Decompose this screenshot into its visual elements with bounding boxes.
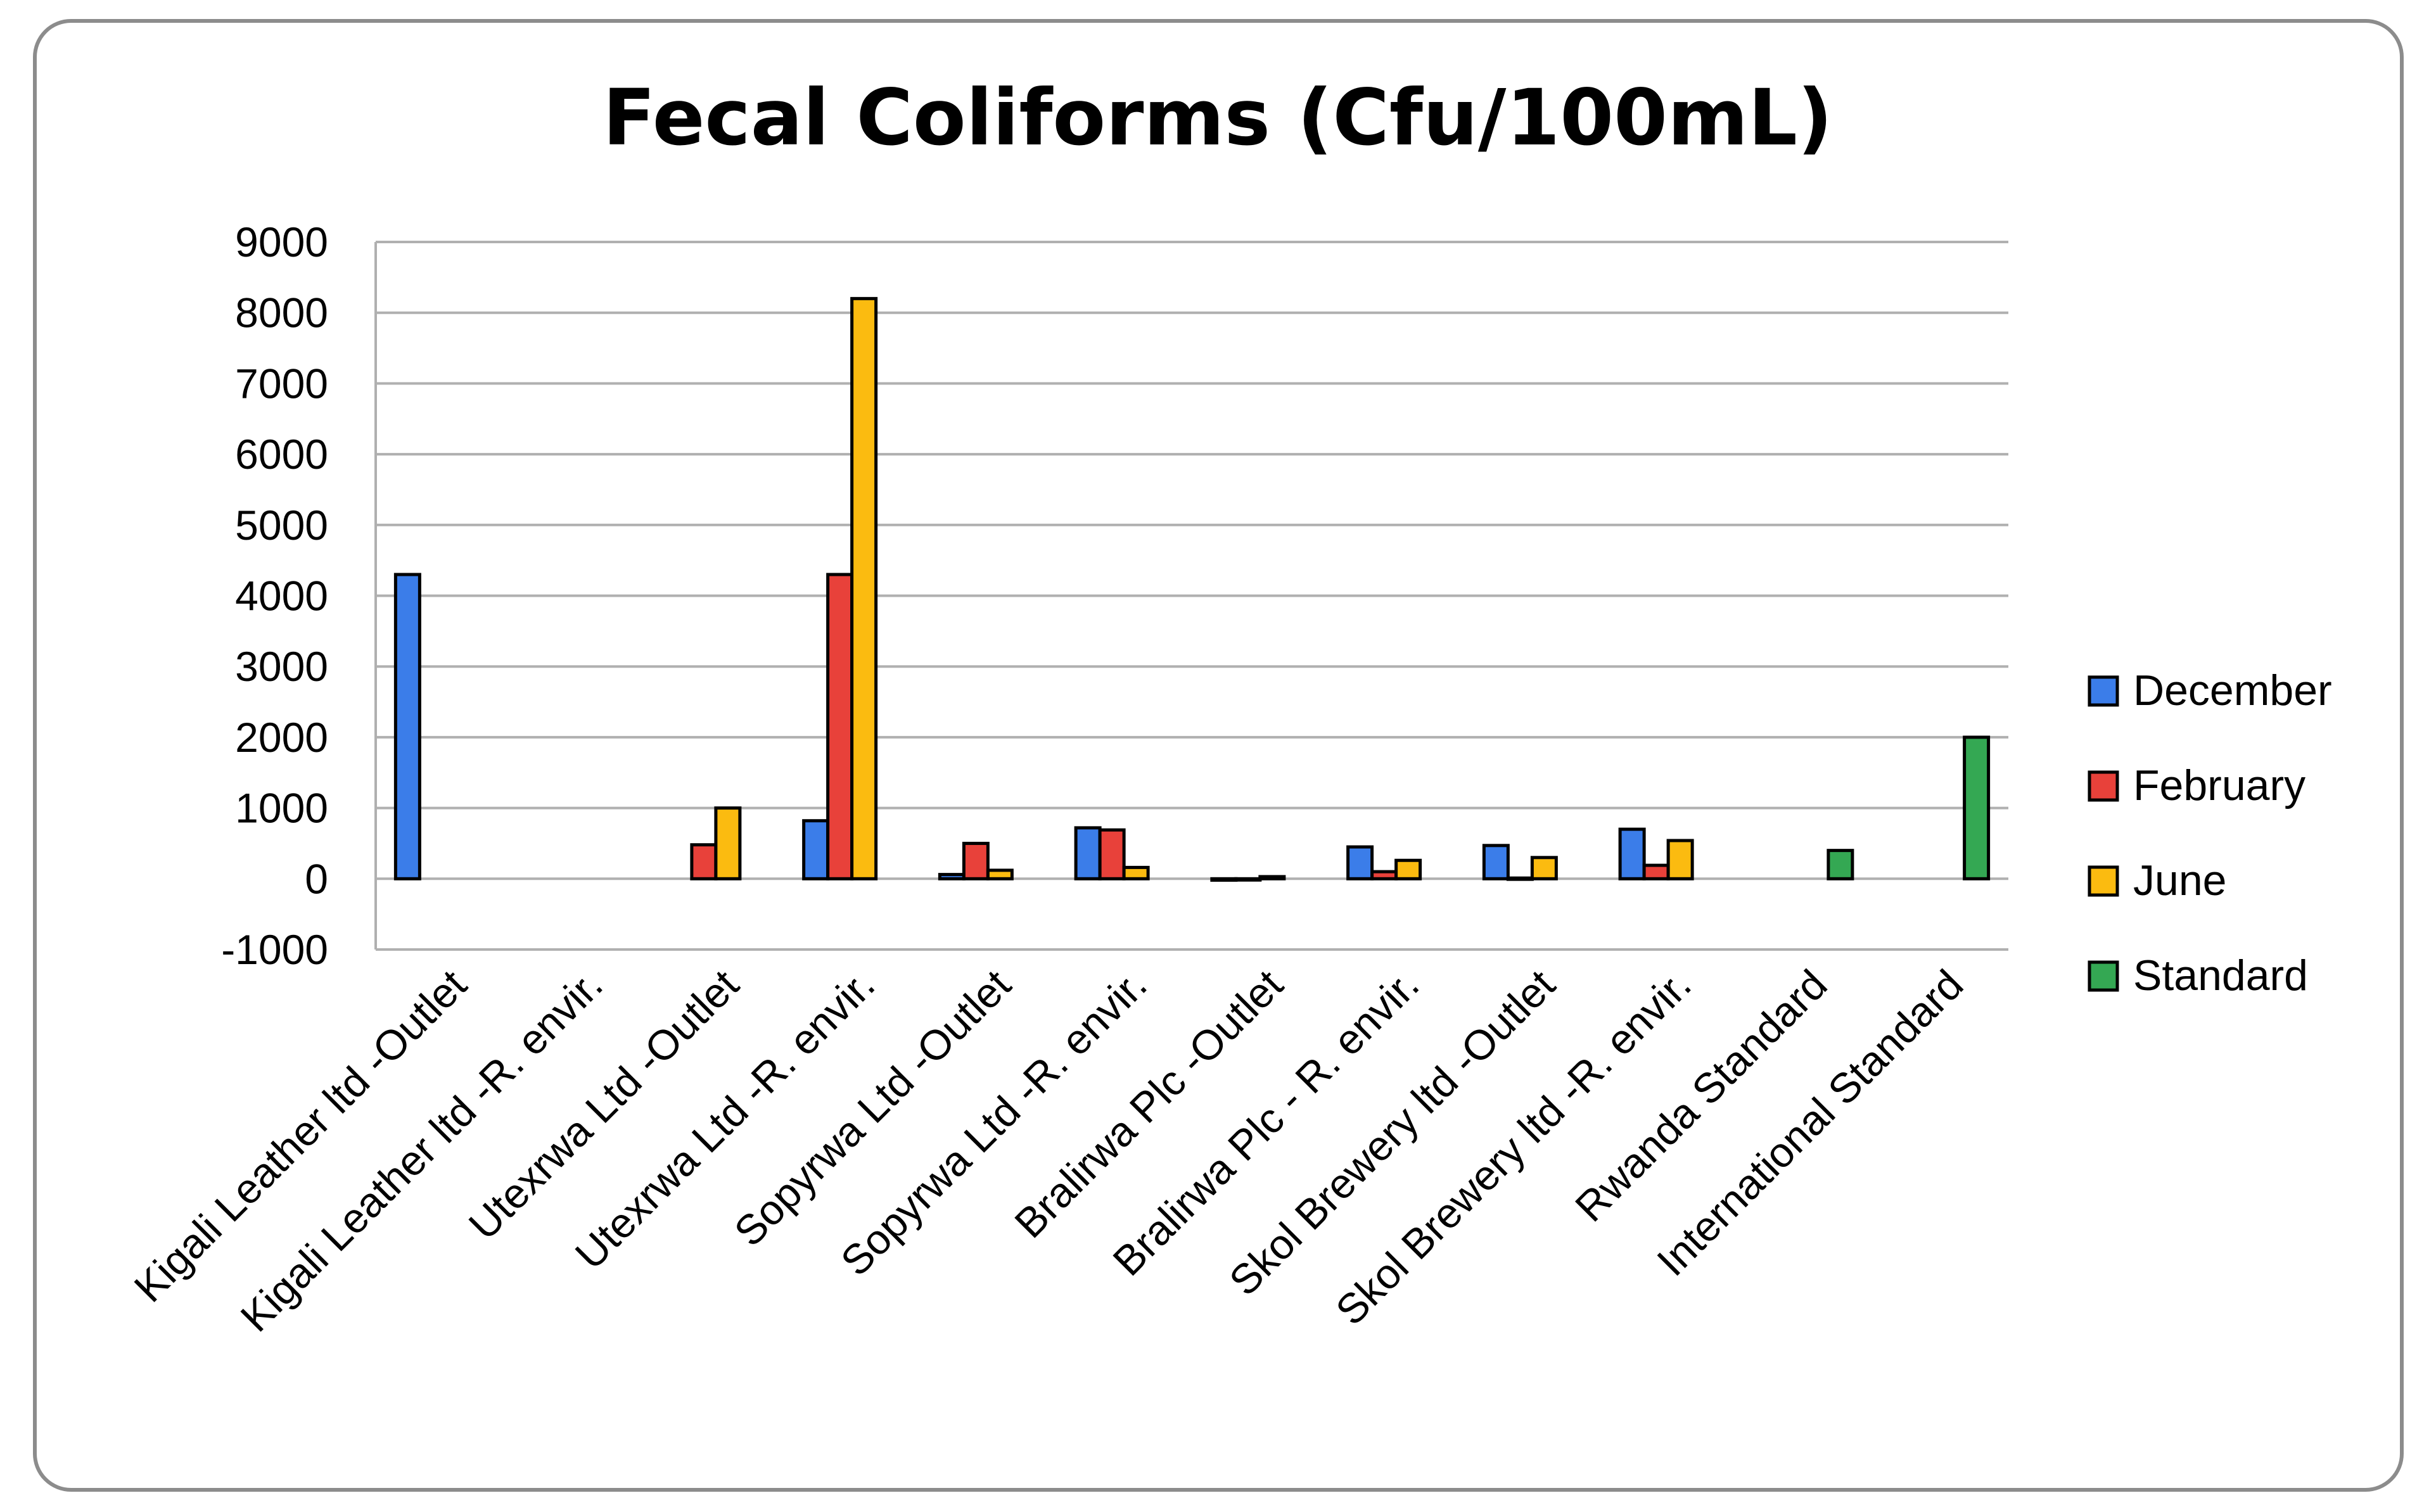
- y-tick-label: 7000: [235, 360, 328, 407]
- chart-title: Fecal Coliforms (Cfu/100mL): [603, 73, 1832, 163]
- legend-label-december: December: [2133, 666, 2332, 715]
- bar-february-3: [826, 573, 854, 880]
- y-tick-label: 5000: [235, 502, 328, 549]
- bar-february-8: [1506, 876, 1534, 881]
- bar-june-8: [1530, 856, 1558, 880]
- legend-swatch-february: [2088, 770, 2119, 802]
- x-category-label: Rwanda Standard: [1566, 961, 1836, 1231]
- y-tick-label: 8000: [235, 289, 328, 336]
- legend-swatch-june: [2088, 865, 2119, 897]
- y-tick-label: 3000: [235, 643, 328, 690]
- y-tick-label: 2000: [235, 714, 328, 761]
- x-category-label: Utexrwa Ltd -Outlet: [459, 961, 747, 1248]
- bar-june-4: [986, 868, 1014, 880]
- y-tick-label: 6000: [235, 431, 328, 478]
- bar-standard-11: [1963, 735, 1991, 880]
- legend-label-standard: Standard: [2133, 951, 2308, 1000]
- bar-february-7: [1370, 870, 1398, 880]
- legend-swatch-december: [2088, 675, 2119, 707]
- bar-june-6: [1258, 875, 1286, 880]
- bar-june-7: [1394, 858, 1422, 880]
- bar-june-3: [850, 296, 878, 880]
- bar-june-9: [1666, 839, 1694, 880]
- bar-december-7: [1346, 845, 1374, 880]
- y-tick-label: -1000: [221, 926, 328, 973]
- bar-standard-10: [1827, 849, 1854, 880]
- legend-swatch-standard: [2088, 960, 2119, 992]
- bar-june-2: [714, 806, 742, 880]
- bar-february-6: [1234, 877, 1262, 882]
- gridlines: [376, 241, 2008, 951]
- bar-june-5: [1122, 865, 1150, 880]
- bar-december-8: [1482, 844, 1510, 880]
- bar-december-9: [1618, 827, 1646, 880]
- bar-december-3: [802, 819, 830, 880]
- bar-december-6: [1210, 877, 1238, 882]
- chart-frame: [33, 19, 2404, 1492]
- x-category-label: Bralirwa Plc -Outlet: [1005, 961, 1292, 1247]
- bar-february-4: [962, 841, 990, 880]
- legend-label-june: June: [2133, 856, 2226, 905]
- bars: [393, 296, 1991, 882]
- y-tick-label: 4000: [235, 573, 328, 619]
- y-tick-label: 9000: [235, 219, 328, 265]
- bar-december-4: [938, 873, 966, 880]
- bar-february-2: [690, 843, 718, 880]
- legend-label-february: February: [2133, 761, 2305, 810]
- bar-february-5: [1098, 828, 1126, 880]
- y-axis: 9000 8000 7000 6000 5000 4000 3000 2000 1000 0 -10…: [221, 219, 377, 973]
- bar-december-5: [1074, 826, 1102, 880]
- legend: December February June Standard: [2088, 666, 2332, 1000]
- bar-february-9: [1642, 863, 1670, 880]
- y-tick-label: 0: [305, 855, 328, 902]
- bar-december-0: [393, 573, 421, 880]
- y-tick-label: 1000: [235, 785, 328, 832]
